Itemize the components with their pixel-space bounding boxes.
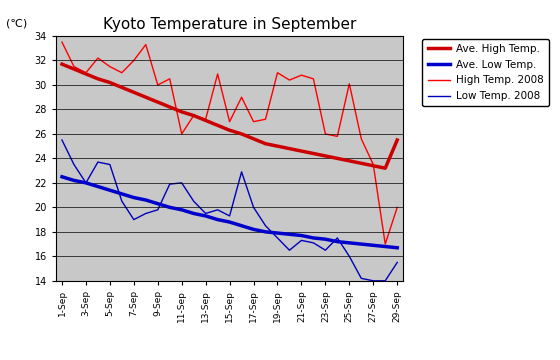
Title: Kyoto Temperature in September: Kyoto Temperature in September xyxy=(103,17,356,32)
Text: (℃): (℃) xyxy=(6,19,27,29)
Legend: Ave. High Temp., Ave. Low Temp., High Temp. 2008, Low Temp. 2008: Ave. High Temp., Ave. Low Temp., High Te… xyxy=(422,39,549,106)
